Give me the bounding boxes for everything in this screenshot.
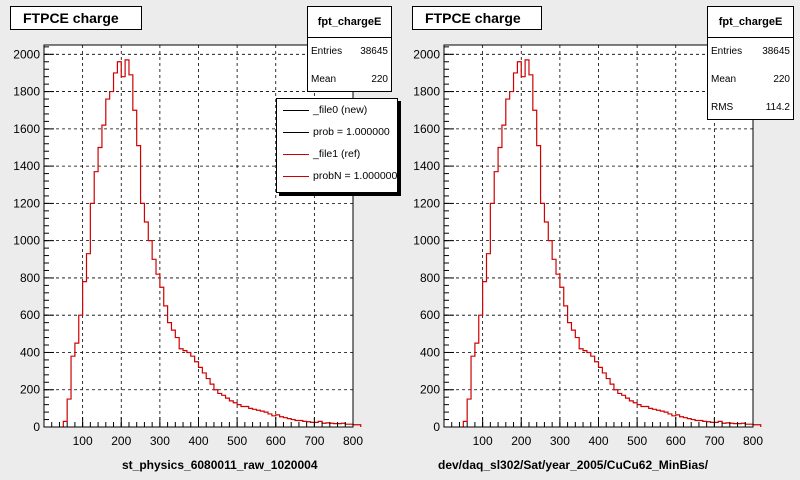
left-x-tick-label: 800 — [343, 434, 363, 448]
right-stats-name: fpt_chargeE — [708, 7, 793, 38]
right-x-tick-label: 800 — [743, 434, 763, 448]
right-histogram-line — [462, 59, 762, 427]
right-y-tick-label: 400 — [420, 345, 440, 359]
left-pad: 100 200 300 400 500 600 700 800 0 200 400 600 800 100… — [10, 6, 398, 472]
left-x-tick-label: 300 — [150, 434, 170, 448]
left-y-tick-label: 200 — [20, 383, 40, 397]
left-stats-value-mean: 220 — [371, 74, 388, 85]
right-stats-label-entries: Entries — [711, 46, 743, 57]
right-y-tick-label: 600 — [420, 308, 440, 322]
legend-entry-new: _file0 (new) — [277, 99, 397, 121]
right-x-axis-title: dev/daq_sl302/Sat/year_2005/CuCu62_MinBi… — [438, 458, 709, 472]
legend-entry-ref: _file1 (ref) — [277, 143, 397, 165]
right-stats-value-mean: 220 — [773, 74, 790, 85]
left-histogram-line — [62, 59, 362, 427]
left-x-axis-title: st_physics_6080011_raw_1020004 — [122, 458, 318, 472]
left-stats-value-entries: 38645 — [360, 46, 388, 57]
left-x-tick-label: 700 — [304, 434, 324, 448]
left-y-tick-label: 400 — [20, 345, 40, 359]
right-stats-value-rms: 114.2 — [765, 102, 790, 113]
left-y-tick-label: 1400 — [13, 159, 40, 173]
right-plot: 100 200 300 400 500 600 700 800 0 200 400 600 800 100… — [413, 44, 763, 448]
left-y-tick-label: 1800 — [13, 85, 40, 99]
left-y-tick-label: 0 — [33, 420, 40, 434]
right-y-tick-label: 1000 — [413, 234, 440, 248]
left-stats-label-entries: Entries — [311, 46, 343, 57]
right-stats-value-entries: 38645 — [762, 46, 790, 57]
left-stats-box: fpt_chargeE Entries 38645 Mean 220 — [307, 6, 392, 92]
left-x-tick-label: 600 — [266, 434, 286, 448]
legend-label-ref: _file1 (ref) — [313, 148, 361, 160]
right-x-tick-label: 400 — [588, 434, 608, 448]
legend-entry-prob: prob = 1.000000 — [277, 121, 397, 143]
right-y-tick-label: 1600 — [413, 122, 440, 136]
left-x-tick-label: 100 — [73, 434, 93, 448]
right-y-tick-label: 1200 — [413, 196, 440, 210]
right-y-tick-label: 800 — [420, 271, 440, 285]
right-stats-box: fpt_chargeE Entries 38645 Mean 220 RMS 1… — [707, 6, 794, 120]
left-stats-name: fpt_chargeE — [308, 7, 391, 38]
legend-line-probn — [283, 175, 309, 177]
left-y-tick-label: 1200 — [13, 196, 40, 210]
left-stats-row-mean: Mean 220 — [308, 66, 391, 94]
legend-label-prob: prob = 1.000000 — [313, 126, 390, 138]
left-x-tick-label: 500 — [227, 434, 247, 448]
right-y-tick-label: 1400 — [413, 159, 440, 173]
legend-label-new: _file0 (new) — [313, 104, 368, 116]
right-x-tick-label: 200 — [511, 434, 531, 448]
right-y-tick-label: 2000 — [413, 47, 440, 61]
right-y-tick-label: 1800 — [413, 85, 440, 99]
right-title: FTPCE charge — [412, 6, 542, 30]
right-stats-row-rms: RMS 114.2 — [708, 94, 793, 122]
left-stats-label-mean: Mean — [311, 74, 337, 85]
legend-label-probn: probN = 1.000000 — [313, 170, 398, 182]
right-stats-label-mean: Mean — [711, 74, 737, 85]
right-x-tick-label: 300 — [550, 434, 570, 448]
left-y-tick-label: 1000 — [13, 234, 40, 248]
right-stats-row-mean: Mean 220 — [708, 66, 793, 94]
legend-line-new — [283, 109, 309, 111]
legend-entry-probn: probN = 1.000000 — [277, 165, 397, 187]
right-x-tick-label: 500 — [627, 434, 647, 448]
left-x-tick-label: 200 — [111, 434, 131, 448]
right-x-tick-label: 700 — [704, 434, 724, 448]
left-y-tick-label: 2000 — [13, 47, 40, 61]
right-y-tick-label: 200 — [420, 383, 440, 397]
left-title: FTPCE charge — [10, 6, 142, 30]
left-stats-row-entries: Entries 38645 — [308, 38, 391, 66]
legend-line-prob — [283, 131, 309, 133]
left-x-tick-label: 400 — [188, 434, 208, 448]
legend-line-ref — [283, 153, 309, 155]
right-stats-row-entries: Entries 38645 — [708, 38, 793, 66]
right-stats-label-rms: RMS — [711, 102, 734, 113]
left-y-tick-label: 600 — [20, 308, 40, 322]
right-x-tick-label: 100 — [473, 434, 493, 448]
left-y-tick-label: 800 — [20, 271, 40, 285]
right-y-tick-label: 0 — [433, 420, 440, 434]
right-x-tick-label: 600 — [666, 434, 686, 448]
legend-box: _file0 (new) prob = 1.000000 _file1 (ref… — [276, 98, 398, 193]
right-pad: 100 200 300 400 500 600 700 800 0 200 400 600 800 100… — [400, 0, 800, 480]
left-y-tick-label: 1600 — [13, 122, 40, 136]
